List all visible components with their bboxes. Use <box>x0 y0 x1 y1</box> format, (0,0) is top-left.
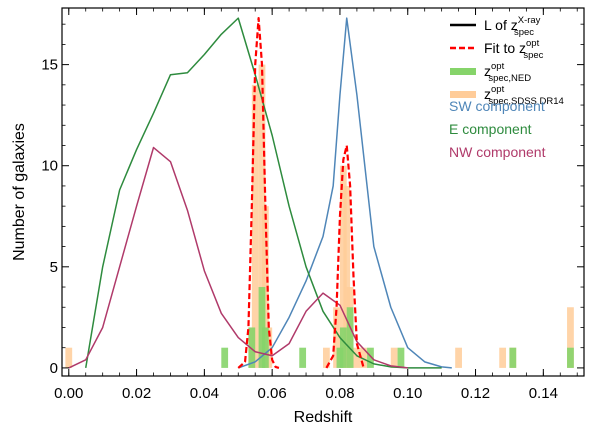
x-tick-label: 0.00 <box>54 385 83 402</box>
histogram-bar <box>353 347 361 368</box>
x-tick-label: 0.04 <box>190 385 219 402</box>
histogram-bar <box>455 347 462 368</box>
histogram-bar <box>397 347 405 368</box>
x-axis-title: Redshift <box>294 409 353 426</box>
histogram-bars <box>65 64 574 368</box>
histogram-bar <box>248 327 256 368</box>
component-label: SW component <box>449 98 545 114</box>
x-tick-label: 0.06 <box>258 385 287 402</box>
legend-entry-fit: Fit to zopt spec <box>450 38 544 61</box>
histogram-bar <box>261 327 269 368</box>
axis-ticks <box>62 8 584 376</box>
x-tick-label: 0.10 <box>393 385 422 402</box>
histogram-bar <box>499 347 507 368</box>
histogram-bar <box>343 185 351 368</box>
histogram-bar <box>221 347 229 368</box>
legend-label: zopt spec,SDSS DR14 <box>484 84 564 107</box>
legend-label: zopt spec,NED <box>484 61 531 84</box>
histogram-bar <box>299 347 307 368</box>
legend-entry-sdss: zopt spec,SDSS DR14 <box>450 84 564 107</box>
legend-swatch <box>450 68 476 75</box>
x-tick-label: 0.12 <box>461 385 490 402</box>
series-line-1 <box>84 17 442 369</box>
plot-area <box>65 17 574 369</box>
histogram-ned <box>221 287 574 368</box>
histogram-bar <box>360 347 368 368</box>
component-label: NW component <box>449 144 546 160</box>
y-tick-label: 10 <box>41 158 58 175</box>
histogram-bar <box>567 347 574 368</box>
legend-label: L of zX-ray spec <box>484 15 541 38</box>
histogram-bar <box>509 347 517 368</box>
y-tick-label: 15 <box>41 57 58 74</box>
series-line-0 <box>238 17 452 369</box>
series-line-4 <box>325 144 365 369</box>
y-tick-label: 0 <box>50 360 58 377</box>
histogram-bar <box>261 206 269 368</box>
x-tick-label: 0.14 <box>529 385 558 402</box>
series-line-2 <box>68 146 408 369</box>
series-lines <box>68 17 452 369</box>
legend-swatch <box>450 91 476 98</box>
x-tick-label: 0.08 <box>325 385 354 402</box>
component-label: E component <box>449 121 532 137</box>
legend-entry-ned: zopt spec,NED <box>450 61 531 84</box>
y-axis-title: Number of galaxies <box>11 123 28 261</box>
histogram-bar <box>333 307 340 368</box>
histogram-bar <box>323 347 330 368</box>
axis-tick-labels: 0.00 0.02 0.04 0.06 0.08 0.10 0.12 0.14 0 5 10 15 <box>41 57 558 402</box>
x-tick-label: 0.02 <box>122 385 151 402</box>
histogram-bar <box>339 327 347 368</box>
series-line-3 <box>237 17 280 369</box>
histogram-bar <box>346 307 354 368</box>
legend-label: Fit to zopt spec <box>484 38 544 61</box>
histogram-bar <box>390 347 398 368</box>
histogram-bar <box>367 347 374 368</box>
histogram-bar <box>265 327 273 368</box>
histogram-bar <box>567 307 574 368</box>
histogram-bar <box>65 347 73 368</box>
y-tick-label: 5 <box>50 259 58 276</box>
legend-entry-lxray: L of zX-ray spec <box>450 15 541 38</box>
histogram-bar <box>251 84 259 368</box>
